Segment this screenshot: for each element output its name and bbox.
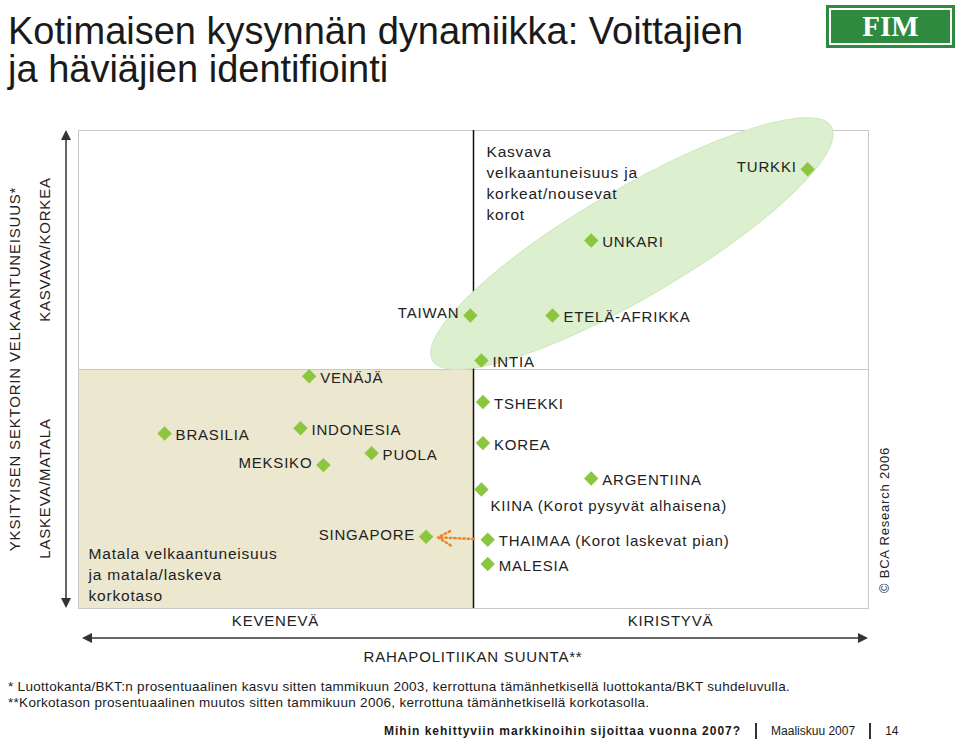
svg-text:TAIWAN: TAIWAN xyxy=(398,304,459,321)
svg-text:TSHEKKI: TSHEKKI xyxy=(494,395,564,412)
svg-text:KEVENEVÄ: KEVENEVÄ xyxy=(232,612,319,629)
html-text:Maaliskuu 2007: Maaliskuu 2007 xyxy=(771,724,856,738)
html-text:* Luottokanta/BKT:n prosentuaa: * Luottokanta/BKT:n prosentuaalinen kasv… xyxy=(8,679,790,694)
svg-text:MALESIA: MALESIA xyxy=(499,557,570,574)
svg-text:© BCA Research 2006: © BCA Research 2006 xyxy=(877,447,892,593)
svg-text:VENÄJÄ: VENÄJÄ xyxy=(320,369,383,386)
html-text:Kotimaisen kysynnän dynamiikka: Kotimaisen kysynnän dynamiikka: Voittaji… xyxy=(8,10,743,90)
svg-text:ETELÄ-AFRIKKA: ETELÄ-AFRIKKA xyxy=(564,308,691,325)
svg-text:ARGENTIINA: ARGENTIINA xyxy=(602,471,702,488)
svg-text:KIRISTYVÄ: KIRISTYVÄ xyxy=(628,612,714,629)
svg-text:KIINA (Korot pysyvät alhaisena: KIINA (Korot pysyvät alhaisena) xyxy=(490,497,727,514)
svg-text:THAIMAA (Korot laskevat pian): THAIMAA (Korot laskevat pian) xyxy=(499,532,730,549)
html-text:14: 14 xyxy=(885,724,899,738)
svg-text:KASVAVA/KORKEA: KASVAVA/KORKEA xyxy=(36,177,53,322)
svg-text:LASKEVA/MATALA: LASKEVA/MATALA xyxy=(36,418,53,558)
svg-text:INTIA: INTIA xyxy=(492,353,534,370)
svg-text:KOREA: KOREA xyxy=(494,436,551,453)
html-text:Mihin kehittyviin markkinoihin: Mihin kehittyviin markkinoihin sijoittaa… xyxy=(384,724,742,738)
svg-text:BRASILIA: BRASILIA xyxy=(176,426,250,443)
svg-text:RAHAPOLITIIKAN SUUNTA**: RAHAPOLITIIKAN SUUNTA** xyxy=(364,648,583,665)
html-text:FIM: FIM xyxy=(862,10,919,42)
html-text:**Korkotason prosentuaalinen m: **Korkotason prosentuaalinen muutos sitt… xyxy=(8,695,650,710)
svg-text:TURKKI: TURKKI xyxy=(737,158,797,175)
svg-text:INDONESIA: INDONESIA xyxy=(311,421,401,438)
svg-text:YKSITYISEN SEKTORIN VELKAANTUN: YKSITYISEN SEKTORIN VELKAANTUNEISUUS* xyxy=(6,187,23,551)
svg-text:PUOLA: PUOLA xyxy=(383,446,438,463)
svg-text:SINGAPORE: SINGAPORE xyxy=(319,526,415,543)
svg-text:Kasvavavelkaantuneisuus jakork: Kasvavavelkaantuneisuus jakorkeat/nousev… xyxy=(487,143,638,223)
svg-text:UNKARI: UNKARI xyxy=(602,233,663,250)
svg-text:MEKSIKO: MEKSIKO xyxy=(238,454,312,471)
svg-text:Matala velkaantuneisuusja mata: Matala velkaantuneisuusja matala/laskeva… xyxy=(88,545,278,604)
